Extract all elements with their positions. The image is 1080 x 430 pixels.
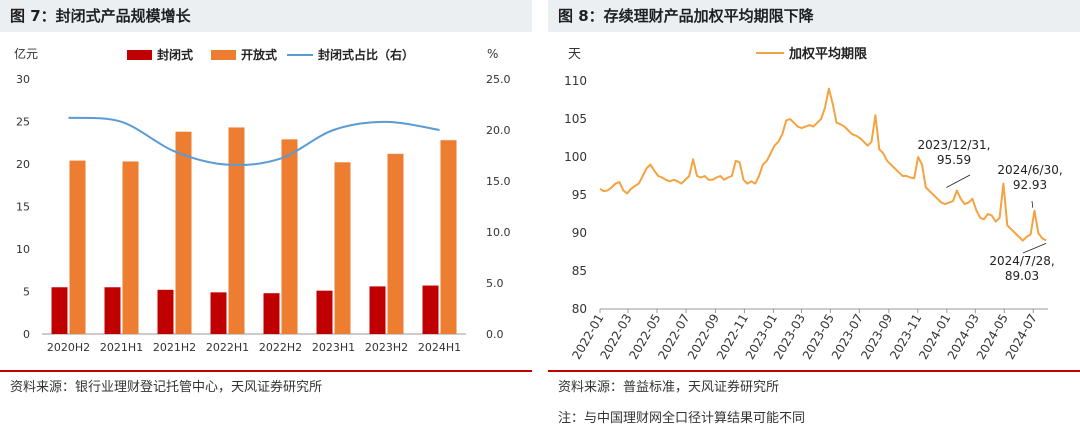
annotation-label: 92.93 [1013,178,1047,192]
y-tick: 90 [572,226,587,240]
y-axis-label-left: 亿元 [14,46,38,61]
annotation-label: 2023/12/31, [918,138,991,152]
figure-title: 图 8：存续理财产品加权平均期限下降 [558,7,814,25]
figure-title-bar: 图 8：存续理财产品加权平均期限下降 [548,0,1080,32]
x-tick-label: 2021H2 [153,341,196,354]
legend-swatch-closed [127,50,152,60]
y-tick: 95 [572,188,587,202]
y-tick-left: 0 [23,328,30,341]
source-text: 资料来源：普益标准，天风证券研究所 [558,380,780,395]
y-tick-left: 15 [16,201,30,214]
y-tick: 105 [564,112,587,126]
annotation-leader [946,174,971,188]
y-tick-right: 5.0 [486,277,504,290]
y-axis-label: 天 [568,47,581,62]
y-tick-right: 25.0 [486,73,511,86]
red-rule [0,370,532,372]
legend-label-closed: 封闭式 [157,47,193,62]
y-tick-right: 15.0 [486,175,511,188]
y-axis-label-right: % [487,47,498,61]
bar-closed [369,286,386,334]
annotation: 2024/7/28,89.03 [989,243,1055,283]
y-tick-left: 10 [16,243,30,256]
legend-label-open: 开放式 [241,47,277,62]
bar-closed [157,289,174,334]
figure-8-panel: 图 8：存续理财产品加权平均期限下降 天 80 85 90 95 100 105 110 202… [548,0,1080,430]
annotation-label: 95.59 [937,153,971,167]
y-tick-right: 10.0 [486,226,511,239]
annotation-leader [1031,200,1034,208]
bar-open [387,153,404,334]
x-tick-label: 2020H2 [47,341,90,354]
annotation: 2024/6/30,92.93 [997,163,1063,208]
bar-closed [316,290,333,334]
series-line-ratio [68,116,440,167]
figure-title-bar: 图 7：封闭式产品规模增长 [0,0,532,32]
bar-closed [263,293,280,334]
bar-open [440,140,457,334]
y-tick-left: 20 [16,158,30,171]
x-tick-label: 2023H2 [365,341,408,354]
y-tick-right: 0.0 [486,328,504,341]
bar-closed [51,287,68,334]
figure-title: 图 7：封闭式产品规模增长 [10,7,191,25]
annotation-leader [1022,243,1047,254]
red-rule [548,370,1080,372]
y-tick-left: 30 [16,73,30,86]
bar-open [281,139,298,334]
bar-closed [422,285,439,334]
legend-label-maturity: 加权平均期限 [788,46,868,62]
series-line-maturity [599,87,1047,242]
annotation-label: 2024/6/30, [997,163,1062,177]
bar-open [175,131,192,334]
bar-open [69,160,86,334]
annotation-label: 89.03 [1005,269,1039,283]
y-tick-right: 20.0 [486,124,511,137]
bar-open [228,127,245,334]
bar-closed [104,287,121,334]
legend-swatch-open [211,50,236,60]
x-tick-label: 2022H2 [259,341,302,354]
closed-open-bar-chart: 亿元 % 0 5 10 15 20 25 30 0.0 5.0 10.0 15.0 20.0 25.0 202… [14,46,511,354]
y-tick: 80 [572,302,587,316]
note-text: 注：与中国理财网全口径计算结果可能不同 [558,411,806,426]
x-tick-label: 2021H1 [100,341,143,354]
annotation-label: 2024/7/28, [989,254,1054,268]
y-tick: 85 [572,264,587,278]
bar-closed [210,292,227,334]
maturity-line-chart: 天808590951001051102022-012022-032022-052… [564,46,1063,362]
annotation: 2023/12/31,95.59 [918,138,991,188]
y-tick-left: 25 [16,116,30,129]
y-tick: 100 [564,150,587,164]
figure-7-panel: 图 7：封闭式产品规模增长 亿元% 0 5 10 15 20 25 30 0.0 5.0 10.0 1… [0,0,532,430]
y-tick: 110 [564,74,587,88]
x-tick-label: 2024H1 [418,341,461,354]
source-text: 资料来源：银行业理财登记托管中心，天风证券研究所 [10,380,323,395]
y-tick-left: 5 [23,286,30,299]
legend-label-ratio: 封闭式占比（右） [318,47,414,62]
x-tick-label: 2023H1 [312,341,355,354]
bar-open [334,162,351,334]
bar-open [122,161,139,334]
x-tick-label: 2022H1 [206,341,249,354]
